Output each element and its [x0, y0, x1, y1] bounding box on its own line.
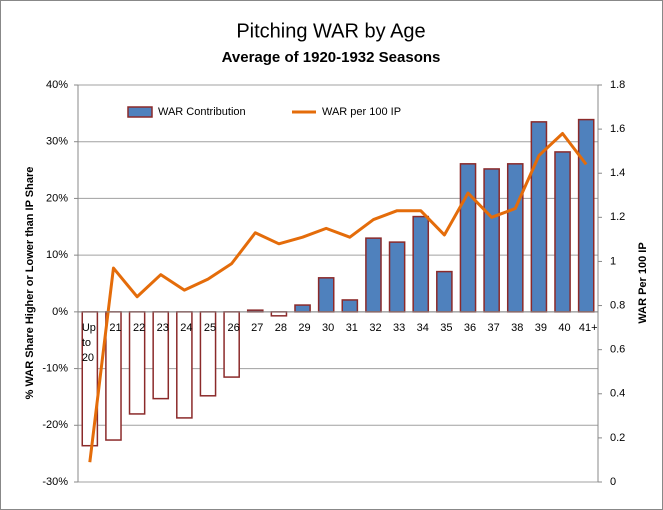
- x-tick-label: 30: [322, 322, 334, 334]
- x-tick-label: Up to 20: [82, 322, 96, 364]
- x-tick-label: 32: [369, 322, 381, 334]
- bar: [365, 237, 382, 313]
- y-tick-label: -10%: [42, 362, 68, 374]
- y2-tick-label: 0.8: [610, 299, 625, 311]
- x-tick-label: 29: [298, 322, 310, 334]
- bar: [412, 215, 430, 313]
- bar: [459, 163, 477, 313]
- bar: [270, 311, 288, 317]
- x-tick-label: 41+: [579, 322, 598, 334]
- bar: [388, 241, 406, 313]
- y2-tick-label: 0.6: [610, 344, 625, 356]
- x-tick-label: 39: [535, 322, 547, 334]
- x-tick-label: 35: [440, 322, 452, 334]
- y-tick-label: 10%: [46, 249, 68, 261]
- bar: [341, 299, 359, 313]
- x-tick-label: 34: [417, 322, 429, 334]
- y-axis-title: % WAR Share Higher or Lower than IP Shar…: [24, 167, 36, 400]
- bar: [436, 270, 453, 313]
- y-tick-label: 40%: [46, 79, 68, 91]
- legend-label: WAR Contribution: [158, 106, 246, 118]
- chart-subtitle: Average of 1920-1932 Seasons: [222, 49, 441, 66]
- x-tick-label: 26: [228, 322, 240, 334]
- bar: [506, 163, 524, 313]
- legend-swatch: [127, 106, 153, 118]
- y2-tick-label: 1: [610, 255, 616, 267]
- bar: [554, 151, 571, 313]
- chart-title: Pitching WAR by Age: [236, 20, 425, 42]
- y2-tick-label: 0.2: [610, 432, 625, 444]
- x-tick-label: 27: [251, 322, 263, 334]
- y-tick-label: 0%: [52, 306, 68, 318]
- y2-tick-label: 0: [610, 476, 616, 488]
- bar: [483, 168, 500, 313]
- y2-tick-label: 0.4: [610, 388, 625, 400]
- x-tick-label: 37: [488, 322, 500, 334]
- x-tick-label: 22: [133, 322, 145, 334]
- y2-tick-label: 1.6: [610, 123, 625, 135]
- x-tick-label: 38: [511, 322, 523, 334]
- x-tick-label: 24: [180, 322, 192, 334]
- bar: [317, 277, 335, 313]
- y-tick-label: 30%: [46, 136, 68, 148]
- y-tick-label: 20%: [46, 192, 68, 204]
- x-tick-label: 40: [558, 322, 570, 334]
- x-tick-label: 23: [157, 322, 169, 334]
- line: [88, 132, 588, 463]
- x-tick-label: 33: [393, 322, 405, 334]
- x-tick-label: 36: [464, 322, 476, 334]
- bar: [294, 304, 311, 313]
- y-tick-label: -30%: [42, 476, 68, 488]
- y2-tick-label: 1.2: [610, 211, 625, 223]
- x-tick-label: 28: [275, 322, 287, 334]
- y2-tick-label: 1.4: [610, 167, 625, 179]
- x-tick-label: 31: [346, 322, 358, 334]
- y2-axis-title: WAR Per 100 IP: [637, 242, 649, 323]
- bar: [577, 118, 595, 313]
- x-tick-label: 21: [109, 322, 121, 334]
- y-tick-label: -20%: [42, 419, 68, 431]
- y2-tick-label: 1.8: [610, 79, 625, 91]
- x-tick-label: 25: [204, 322, 216, 334]
- legend-label: WAR per 100 IP: [322, 106, 401, 118]
